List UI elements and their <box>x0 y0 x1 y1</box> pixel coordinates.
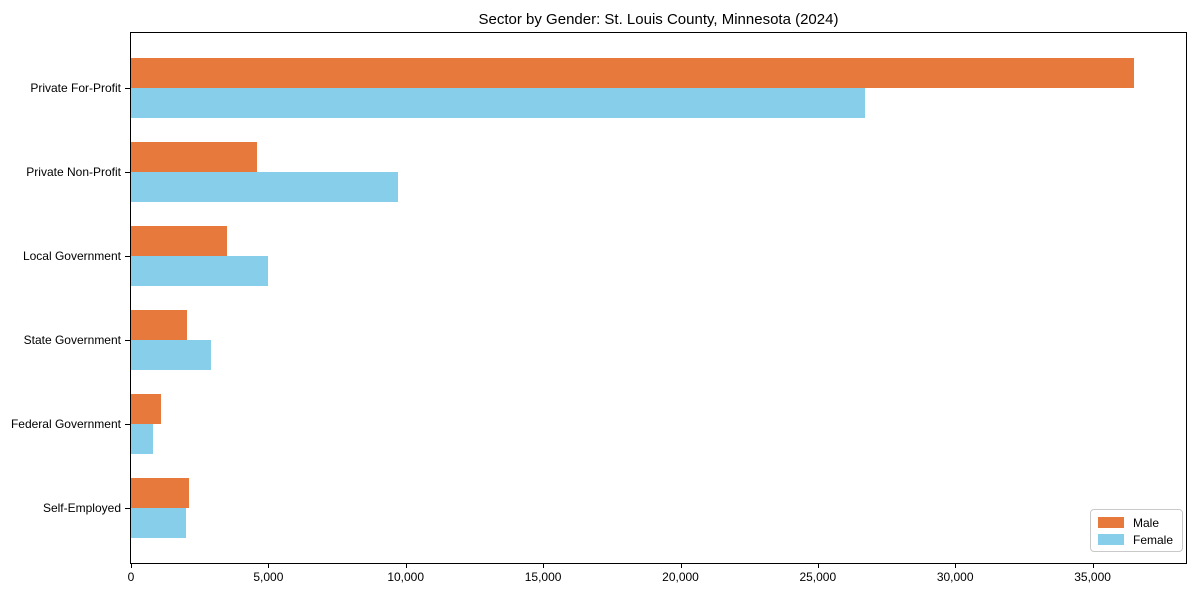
plot-area <box>130 32 1187 564</box>
bar-female-state-government <box>131 340 211 370</box>
x-tick-label-10-000: 10,000 <box>387 570 425 584</box>
chart-title: Sector by Gender: St. Louis County, Minn… <box>478 11 839 28</box>
y-label-private-for-profit: Private For-Profit <box>30 81 121 95</box>
x-tick-label-25-000: 25,000 <box>799 570 837 584</box>
x-tick-label-35-000: 35,000 <box>1074 570 1111 584</box>
bar-female-local-government <box>131 256 269 286</box>
x-tick <box>817 563 819 568</box>
x-tick-label-0: 0 <box>127 570 135 584</box>
legend-label-female: Female <box>1133 532 1174 547</box>
x-tick <box>268 563 270 568</box>
legend-swatch-male <box>1098 517 1124 528</box>
y-tick <box>125 508 130 509</box>
legend: Male Female <box>1090 509 1183 552</box>
x-tick-label-5-000: 5,000 <box>253 570 284 584</box>
legend-item-male: Male <box>1098 515 1175 530</box>
legend-swatch-female <box>1098 534 1124 545</box>
y-label-federal-government: Federal Government <box>10 417 121 431</box>
bar-female-private-non-profit <box>131 172 398 202</box>
bar-male-private-non-profit <box>131 142 258 172</box>
x-tick <box>543 563 545 568</box>
y-tick <box>125 172 130 173</box>
y-label-state-government: State Government <box>23 333 121 347</box>
x-tick <box>680 563 682 568</box>
y-label-self-employed: Self-Employed <box>42 501 121 515</box>
bar-male-local-government <box>131 226 228 256</box>
y-label-private-non-profit: Private Non-Profit <box>26 165 121 179</box>
y-tick <box>125 340 130 341</box>
bar-female-self-employed <box>131 508 186 538</box>
x-tick-label-30-000: 30,000 <box>936 570 974 584</box>
x-tick <box>405 563 407 568</box>
bar-male-self-employed <box>131 478 189 508</box>
y-tick <box>125 88 130 89</box>
legend-item-female: Female <box>1098 532 1175 547</box>
x-tick <box>131 563 132 568</box>
x-tick <box>1092 563 1094 568</box>
x-tick-label-15-000: 15,000 <box>524 570 562 584</box>
y-label-local-government: Local Government <box>22 249 121 263</box>
bar-female-private-for-profit <box>131 88 865 118</box>
y-tick <box>125 256 130 257</box>
y-tick <box>125 424 130 425</box>
bar-female-federal-government <box>131 424 153 454</box>
legend-label-male: Male <box>1133 515 1160 530</box>
x-tick-label-20-000: 20,000 <box>662 570 699 584</box>
bar-male-state-government <box>131 310 188 340</box>
bar-male-private-for-profit <box>131 58 1134 88</box>
x-tick <box>955 563 957 568</box>
bar-male-federal-government <box>131 394 162 424</box>
